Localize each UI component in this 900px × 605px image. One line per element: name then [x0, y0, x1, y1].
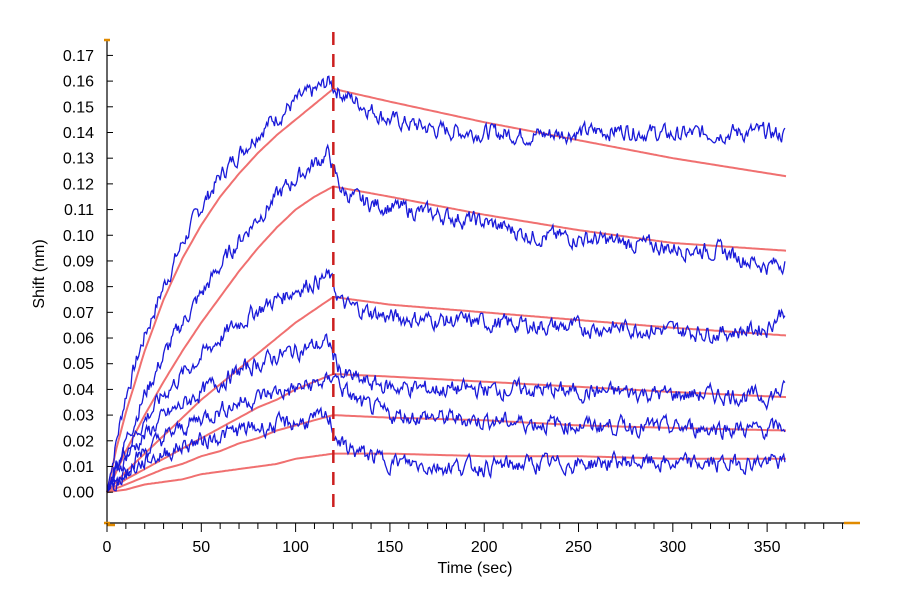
y-tick-label: 0.15 [63, 99, 94, 116]
fit-curve-6 [106, 452, 786, 494]
y-tick-label: 0.06 [63, 331, 94, 348]
measured-curve-4 [106, 333, 786, 493]
y-tick-label: 0.05 [63, 356, 94, 373]
measured-curve-3 [106, 267, 786, 493]
x-tick-label: 150 [377, 539, 404, 556]
y-tick-label: 0.14 [63, 125, 94, 142]
x-tick-label: 0 [103, 539, 112, 556]
y-tick-label: 0.02 [63, 433, 94, 450]
fit-curve-2 [106, 185, 787, 493]
x-tick-label: 100 [282, 539, 309, 556]
x-axis-title: Time (sec) [438, 560, 513, 577]
y-tick-label: 0.07 [63, 305, 94, 322]
y-tick-label: 0.12 [63, 176, 94, 193]
x-tick-label: 350 [754, 539, 781, 556]
y-axis-title: Shift (nm) [31, 239, 48, 308]
y-tick-label: 0.04 [63, 382, 94, 399]
y-tick-label: 0.17 [63, 48, 94, 65]
measured-curves-group [106, 75, 786, 493]
measured-curve-6 [106, 406, 786, 493]
y-tick-label: 0.03 [63, 408, 94, 425]
x-tick-label: 50 [192, 539, 210, 556]
y-tick-label: 0.09 [63, 253, 94, 270]
x-tick-label: 250 [565, 539, 592, 556]
y-tick-label: 0.08 [63, 279, 94, 296]
y-tick-label: 0.01 [63, 459, 94, 476]
fit-curve-1 [106, 87, 787, 493]
measured-curve-1 [106, 75, 786, 493]
fit-curve-4 [106, 372, 787, 494]
x-tick-label: 300 [659, 539, 686, 556]
y-tick-label: 0.13 [63, 151, 94, 168]
tick-labels-group: 0 50 100 150 200 250 300 350 0.00 0.01 0.02 0.03 0.0… [63, 48, 781, 556]
y-tick-label: 0.10 [63, 228, 94, 245]
y-tick-label: 0.16 [63, 74, 94, 91]
x-tick-label: 200 [471, 539, 498, 556]
fit-curves-group [106, 87, 787, 494]
y-tick-label: 0.11 [64, 202, 94, 219]
measured-curve-2 [106, 143, 786, 493]
axes-group [104, 38, 860, 532]
measured-curve-5 [106, 371, 786, 493]
fit-curve-3 [106, 295, 787, 493]
y-tick-label: 0.00 [63, 485, 94, 502]
